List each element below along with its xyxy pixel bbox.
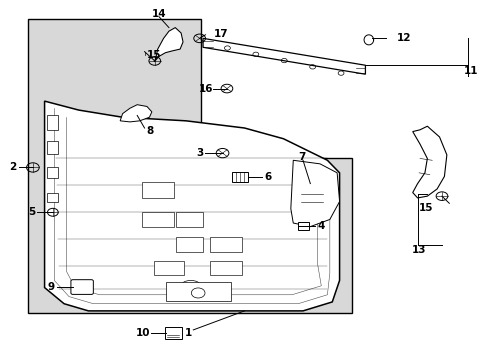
- Text: 5: 5: [28, 207, 35, 217]
- Bar: [47, 167, 58, 178]
- Text: 2: 2: [9, 162, 17, 172]
- Text: 10: 10: [136, 328, 150, 338]
- Text: 16: 16: [198, 84, 213, 94]
- Text: 1: 1: [184, 328, 192, 338]
- Text: 8: 8: [146, 126, 153, 135]
- Text: 3: 3: [196, 148, 203, 158]
- Bar: [298, 222, 308, 230]
- Bar: [47, 141, 58, 154]
- Text: 15: 15: [418, 203, 433, 213]
- FancyBboxPatch shape: [71, 280, 93, 294]
- Text: 7: 7: [297, 152, 305, 162]
- Bar: [47, 116, 58, 130]
- Ellipse shape: [181, 280, 200, 291]
- FancyBboxPatch shape: [164, 327, 182, 339]
- Bar: [210, 261, 242, 275]
- Bar: [176, 237, 203, 252]
- Polygon shape: [203, 39, 365, 74]
- Text: 6: 6: [264, 172, 271, 182]
- Text: 4: 4: [317, 221, 325, 231]
- Polygon shape: [154, 28, 183, 62]
- Bar: [176, 212, 203, 226]
- Text: 14: 14: [152, 9, 166, 19]
- Polygon shape: [27, 19, 351, 313]
- Polygon shape: [290, 160, 339, 226]
- Polygon shape: [44, 101, 339, 311]
- Bar: [47, 193, 58, 202]
- Text: 13: 13: [411, 245, 426, 255]
- Text: 9: 9: [47, 282, 54, 292]
- Bar: [210, 237, 242, 252]
- Polygon shape: [412, 126, 446, 198]
- Text: 15: 15: [146, 50, 161, 60]
- Bar: [142, 182, 173, 198]
- Text: 17: 17: [214, 29, 228, 39]
- Bar: [232, 172, 248, 182]
- Text: 11: 11: [463, 66, 478, 76]
- Bar: [142, 212, 173, 226]
- Polygon shape: [120, 105, 152, 122]
- Bar: [154, 261, 183, 275]
- Text: 12: 12: [396, 33, 411, 43]
- FancyBboxPatch shape: [165, 282, 230, 301]
